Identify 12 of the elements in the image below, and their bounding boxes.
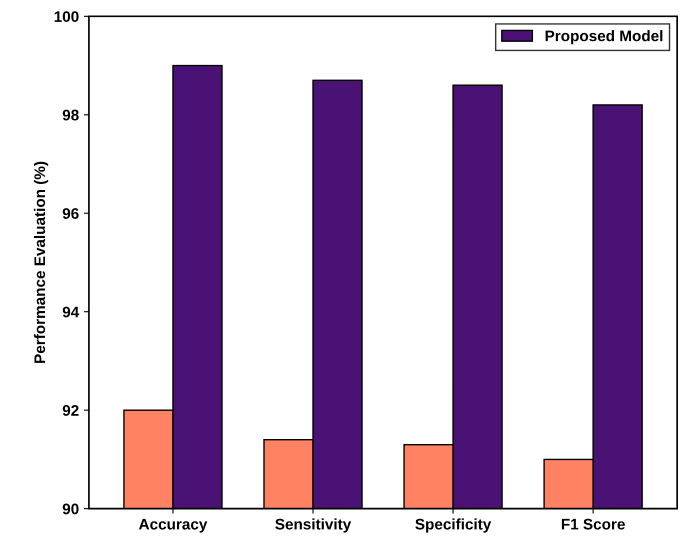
x-tick-label: Accuracy bbox=[138, 518, 208, 533]
y-tick-label: 98 bbox=[62, 110, 79, 120]
y-tick-label: 94 bbox=[62, 306, 80, 318]
x-tick-label: Specificity bbox=[415, 518, 492, 533]
x-tick-label: Sensitivity bbox=[275, 518, 352, 533]
y-tick-label: 100 bbox=[54, 11, 79, 22]
y-tick-label: 90 bbox=[62, 504, 79, 514]
legend-label: Proposed Model bbox=[546, 30, 662, 44]
x-tick-label: F1 Score bbox=[562, 518, 625, 530]
y-axis-title: Performance Evaluation (%) bbox=[34, 162, 48, 363]
y-tick-label: 92 bbox=[62, 405, 79, 416]
y-tick-label: 96 bbox=[62, 208, 79, 219]
